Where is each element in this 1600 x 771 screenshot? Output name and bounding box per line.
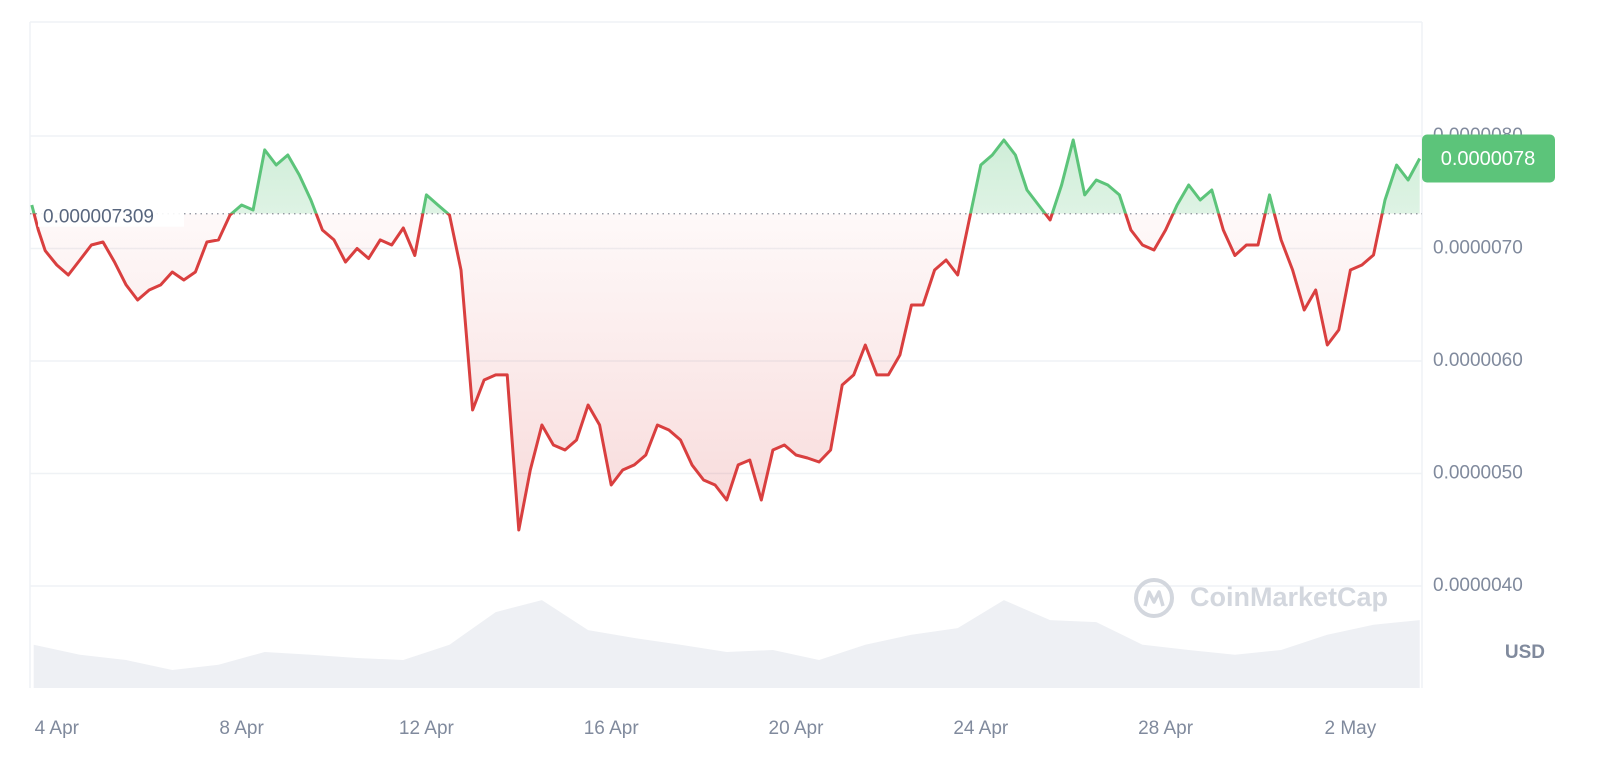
x-tick-label: 28 Apr (1138, 718, 1194, 739)
watermark-logo-mark (1143, 590, 1165, 607)
x-tick-label: 8 Apr (219, 718, 264, 739)
y-tick-label: 0.0000050 (1433, 463, 1523, 484)
x-tick-label: 4 Apr (35, 718, 80, 739)
watermark: CoinMarketCap (1134, 578, 1388, 618)
currency-label: USD (1505, 642, 1545, 663)
watermark-logo (1134, 578, 1174, 618)
y-tick-label: 0.0000040 (1433, 575, 1523, 596)
price-area (31, 140, 1420, 530)
x-tick-label: 16 Apr (584, 718, 640, 739)
y-tick-label: 0.0000070 (1433, 238, 1523, 259)
y-tick-label: 0.0000060 (1433, 350, 1523, 371)
x-tick-label: 24 Apr (953, 718, 1009, 739)
x-tick-label: 20 Apr (769, 718, 825, 739)
x-tick-label: 2 May (1325, 718, 1377, 739)
baseline-label: 0.000007309 (43, 207, 154, 228)
baseline-label-bg (38, 200, 184, 227)
price-line (30, 138, 1422, 532)
x-tick-label: 12 Apr (399, 718, 455, 739)
last-price-tag (1422, 134, 1555, 183)
last-price-label: 0.0000078 (1441, 148, 1536, 170)
watermark-text: CoinMarketCap (1190, 582, 1388, 612)
volume-area (33, 600, 1420, 688)
